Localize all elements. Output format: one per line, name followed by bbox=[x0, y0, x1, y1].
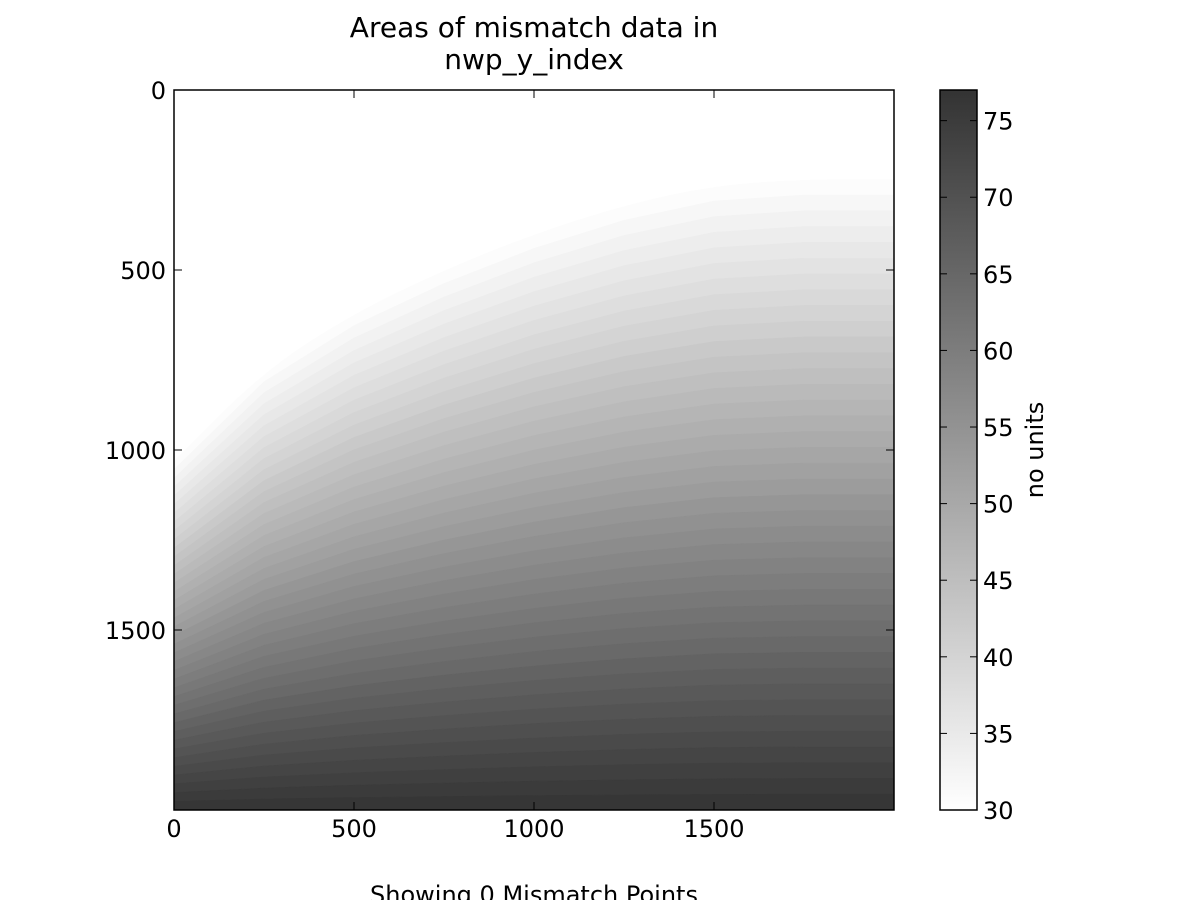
y-tick-label: 500 bbox=[120, 257, 166, 285]
colorbar: 30 35 40 45 50 55 60 65 70 75 no units bbox=[939, 89, 1049, 825]
colorbar-tick-label: 35 bbox=[983, 720, 1014, 748]
x-tick-label: 1000 bbox=[503, 815, 564, 843]
chart-title: Areas of mismatch data in nwp_y_index bbox=[350, 11, 718, 76]
colorbar-ticks: 30 35 40 45 50 55 60 65 70 75 bbox=[940, 108, 1014, 825]
colorbar-gradient bbox=[939, 89, 978, 811]
x-axis: 0 500 1000 1500 bbox=[166, 90, 745, 843]
y-tick-label: 1000 bbox=[105, 437, 166, 465]
y-axis: 0 500 1000 1500 bbox=[105, 77, 894, 645]
chart-title-line: nwp_y_index bbox=[444, 43, 624, 76]
x-tick-label: 500 bbox=[331, 815, 377, 843]
no-data-region bbox=[174, 90, 894, 461]
colorbar-tick-label: 50 bbox=[983, 491, 1014, 519]
x-tick-label: 0 bbox=[166, 815, 181, 843]
colorbar-tick-label: 65 bbox=[983, 261, 1014, 289]
colorbar-tick-label: 40 bbox=[983, 644, 1014, 672]
plot-area: 0 500 1000 1500 0 500 1000 1500 bbox=[105, 77, 895, 843]
colorbar-tick-label: 75 bbox=[983, 108, 1014, 136]
x-tick-label: 1500 bbox=[683, 815, 744, 843]
y-tick-label: 0 bbox=[151, 77, 166, 105]
colorbar-label: no units bbox=[1021, 402, 1049, 499]
chart-caption: Showing 0 Mismatch Points bbox=[370, 881, 698, 900]
colorbar-tick-label: 60 bbox=[983, 337, 1014, 365]
chart-title-line: Areas of mismatch data in bbox=[350, 11, 718, 44]
colorbar-tick-label: 55 bbox=[983, 414, 1014, 442]
colorbar-tick-label: 45 bbox=[983, 567, 1014, 595]
colorbar-tick-label: 30 bbox=[983, 797, 1014, 825]
colorbar-tick-label: 70 bbox=[983, 184, 1014, 212]
y-tick-label: 1500 bbox=[105, 617, 166, 645]
